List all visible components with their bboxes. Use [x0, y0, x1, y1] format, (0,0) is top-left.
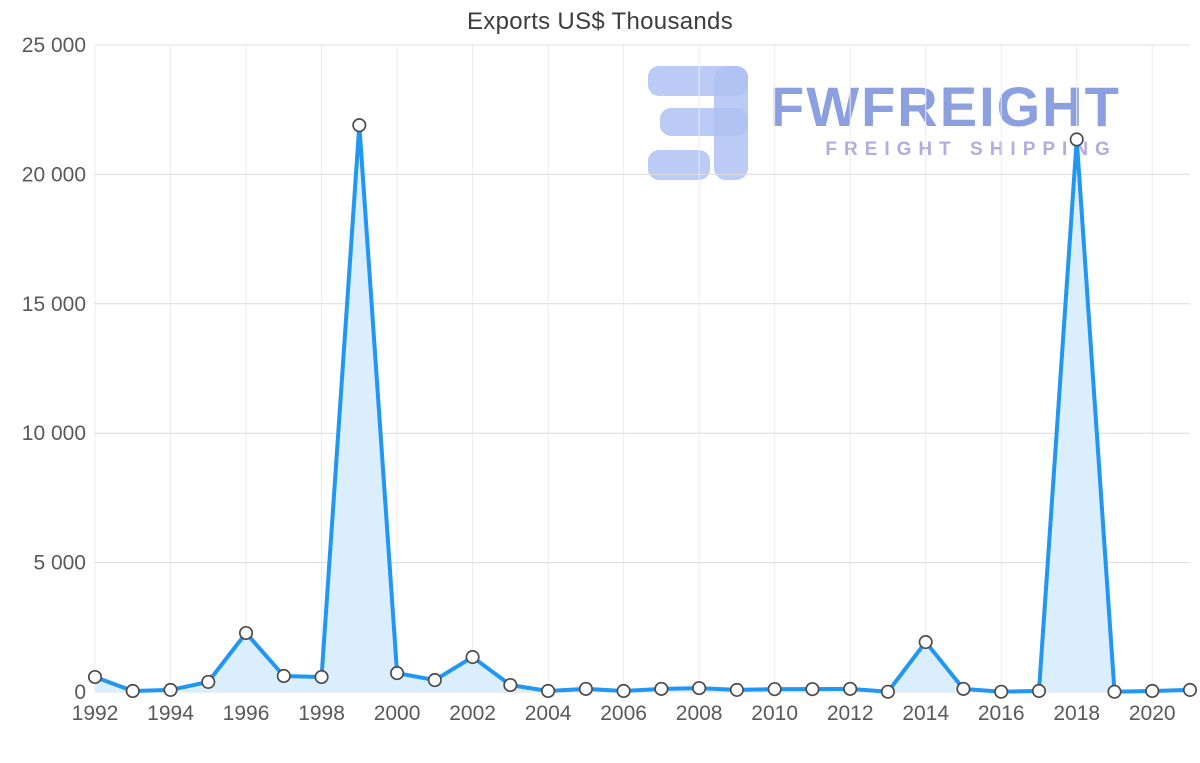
series-area	[95, 125, 1190, 692]
x-tick-label: 2018	[1053, 702, 1100, 725]
data-point-marker	[352, 118, 367, 133]
x-tick-label: 2002	[449, 702, 496, 725]
x-tick-label: 2014	[902, 702, 949, 725]
x-tick-label: 1992	[72, 702, 119, 725]
x-tick-label: 1994	[147, 702, 194, 725]
data-point-marker	[276, 668, 291, 684]
data-point-marker	[503, 677, 518, 693]
y-tick-label: 15 000	[22, 293, 86, 316]
x-tick-label: 2012	[827, 702, 874, 725]
x-tick-label: 2008	[676, 702, 723, 725]
x-tick-label: 2000	[374, 702, 421, 725]
x-tick-label: 2004	[525, 702, 572, 725]
data-point-marker	[238, 625, 254, 641]
data-point-marker	[201, 674, 216, 689]
y-tick-label: 0	[74, 681, 86, 704]
data-point-marker	[805, 682, 820, 697]
data-point-marker	[578, 681, 593, 696]
x-tick-label: 2016	[978, 702, 1025, 725]
data-point-marker	[1145, 683, 1160, 699]
data-point-marker	[541, 683, 556, 699]
data-point-marker	[994, 684, 1009, 699]
chart-title: Exports US$ Thousands	[467, 8, 733, 35]
x-tick-label: 2010	[751, 702, 798, 725]
data-point-marker	[427, 673, 442, 688]
data-point-marker	[1069, 132, 1084, 147]
data-point-marker	[880, 684, 895, 699]
data-point-marker	[1182, 682, 1198, 697]
data-point-marker	[390, 666, 405, 681]
data-point-marker	[125, 683, 140, 699]
data-point-marker	[1107, 684, 1122, 699]
x-tick-label: 1998	[298, 702, 345, 725]
data-point-marker	[314, 669, 329, 685]
data-point-marker	[918, 635, 933, 650]
data-point-marker	[956, 681, 971, 696]
data-point-marker	[729, 682, 744, 697]
y-tick-label: 5 000	[33, 552, 86, 575]
y-tick-label: 20 000	[22, 163, 86, 186]
x-tick-label: 1996	[223, 702, 270, 725]
data-point-marker	[692, 681, 707, 696]
data-point-marker	[616, 683, 631, 699]
data-point-marker	[465, 650, 480, 665]
y-tick-label: 25 000	[22, 34, 86, 57]
x-tick-label: 2006	[600, 702, 647, 725]
data-point-marker	[843, 681, 858, 696]
x-tick-label: 2020	[1129, 702, 1176, 725]
data-point-marker	[1031, 683, 1047, 699]
data-point-marker	[163, 682, 178, 697]
series-line	[93, 123, 1192, 694]
data-point-marker	[87, 669, 103, 685]
data-point-marker	[767, 682, 782, 697]
data-point-marker	[654, 681, 669, 696]
y-tick-label: 10 000	[22, 422, 86, 445]
